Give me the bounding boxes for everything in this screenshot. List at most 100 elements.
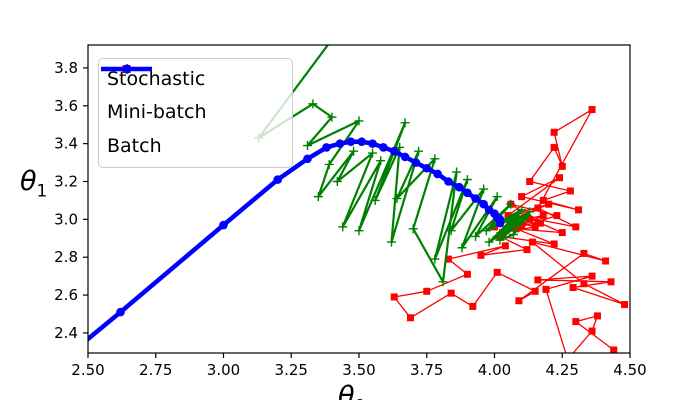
circle-marker-icon (433, 169, 442, 179)
square-marker-icon (550, 143, 558, 151)
plus-marker-icon (376, 156, 386, 166)
square-marker-icon (390, 293, 398, 301)
plus-marker-icon (414, 146, 424, 156)
legend-label-minibatch: Mini-batch (107, 101, 207, 124)
plus-marker-icon (338, 222, 348, 232)
legend: Stochastic Mini-batch Batch (98, 58, 293, 168)
square-marker-icon (572, 318, 580, 326)
square-marker-icon (553, 212, 561, 220)
square-marker-icon (558, 162, 566, 170)
square-marker-icon (556, 174, 564, 182)
square-marker-icon (607, 278, 615, 286)
y-tick-label: 2.4 (54, 324, 78, 342)
plus-marker-icon (506, 199, 516, 209)
square-marker-icon (569, 284, 577, 292)
square-marker-icon (580, 249, 588, 257)
square-marker-icon (539, 196, 547, 204)
x-tick-label: 4.25 (546, 361, 579, 379)
circle-marker-icon (346, 137, 356, 147)
plus-marker-icon (430, 254, 440, 264)
plus-marker-icon (400, 118, 410, 128)
x-tick-label: 4.00 (478, 361, 511, 379)
circle-marker-icon (379, 143, 388, 152)
circle-marker-icon (495, 218, 505, 228)
plus-marker-icon (452, 167, 462, 177)
plus-marker-icon (503, 224, 513, 234)
plus-marker-icon (479, 184, 489, 194)
square-marker-icon (550, 128, 558, 136)
y-axis: 2.4 2.6 2.8 3.0 3.2 3.4 3.6 3.8 (54, 59, 88, 342)
circle-marker-icon (116, 307, 125, 317)
plus-marker-icon (349, 146, 359, 156)
plus-marker-icon (457, 243, 467, 253)
circle-marker-icon (411, 158, 421, 167)
square-marker-icon (528, 238, 536, 246)
y-axis-label: θ1 (20, 166, 48, 202)
plus-marker-icon (481, 226, 491, 236)
plus-marker-icon (303, 141, 313, 151)
series-line (257, 45, 531, 283)
square-marker-icon (621, 301, 629, 309)
circle-marker-icon (368, 139, 377, 148)
plus-marker-icon (484, 237, 494, 247)
circle-marker-icon (322, 143, 331, 152)
square-marker-icon (477, 251, 485, 259)
square-marker-icon (539, 212, 547, 220)
plus-marker-icon (471, 231, 481, 241)
plus-marker-icon (438, 277, 448, 287)
square-marker-icon (501, 242, 509, 250)
square-marker-icon (588, 327, 596, 335)
plus-marker-icon (308, 99, 318, 109)
square-marker-icon (526, 177, 534, 185)
square-marker-icon (550, 240, 558, 248)
plus-marker-icon (525, 207, 535, 217)
plus-marker-icon (354, 226, 364, 236)
y-tick-label: 3.2 (54, 172, 78, 190)
plus-marker-icon (408, 224, 418, 234)
legend-label-stochastic: Stochastic (107, 68, 206, 91)
plus-marker-icon (517, 205, 527, 215)
x-axis: 2.50 2.75 3.00 3.25 3.50 3.75 4.00 4.25 4.50 (71, 353, 647, 379)
plus-marker-icon (324, 159, 334, 169)
square-marker-icon (526, 215, 534, 223)
x-tick-label: 3.75 (410, 361, 443, 379)
y-tick-label: 3.8 (54, 59, 78, 77)
square-marker-icon (575, 206, 583, 214)
x-tick-label: 3.25 (275, 361, 308, 379)
circle-marker-icon (463, 188, 472, 198)
circle-marker-icon (454, 182, 464, 192)
series-mini-batch (254, 45, 535, 287)
plus-marker-icon (495, 235, 505, 245)
x-tick-label: 3.50 (342, 361, 375, 379)
square-marker-icon (463, 270, 471, 278)
square-marker-icon (493, 268, 501, 276)
square-marker-icon (610, 346, 618, 353)
circle-marker-icon (335, 139, 345, 148)
plus-marker-icon (313, 192, 323, 202)
square-marker-icon (531, 287, 539, 295)
x-tick-label: 2.75 (139, 361, 172, 379)
plus-marker-icon (498, 228, 508, 238)
plus-marker-icon (514, 212, 524, 222)
square-marker-icon (545, 200, 553, 208)
plus-marker-icon (430, 154, 440, 164)
square-marker-icon (518, 193, 526, 201)
y-tick-label: 3.0 (54, 210, 78, 228)
square-marker-icon (602, 257, 610, 265)
square-marker-icon (566, 187, 574, 195)
plus-marker-icon (395, 142, 405, 152)
plus-marker-icon (492, 192, 502, 202)
square-marker-icon (558, 229, 566, 237)
circle-marker-icon (471, 194, 480, 203)
plus-marker-icon (332, 176, 342, 186)
plus-marker-icon (354, 116, 364, 126)
square-marker-icon (531, 223, 539, 231)
square-marker-icon (542, 285, 550, 293)
circle-marker-icon (273, 175, 283, 184)
square-marker-icon (469, 302, 477, 310)
plot-series (88, 45, 629, 353)
x-tick-label: 3.00 (207, 361, 240, 379)
square-marker-icon (588, 106, 596, 114)
square-marker-icon (537, 219, 545, 227)
